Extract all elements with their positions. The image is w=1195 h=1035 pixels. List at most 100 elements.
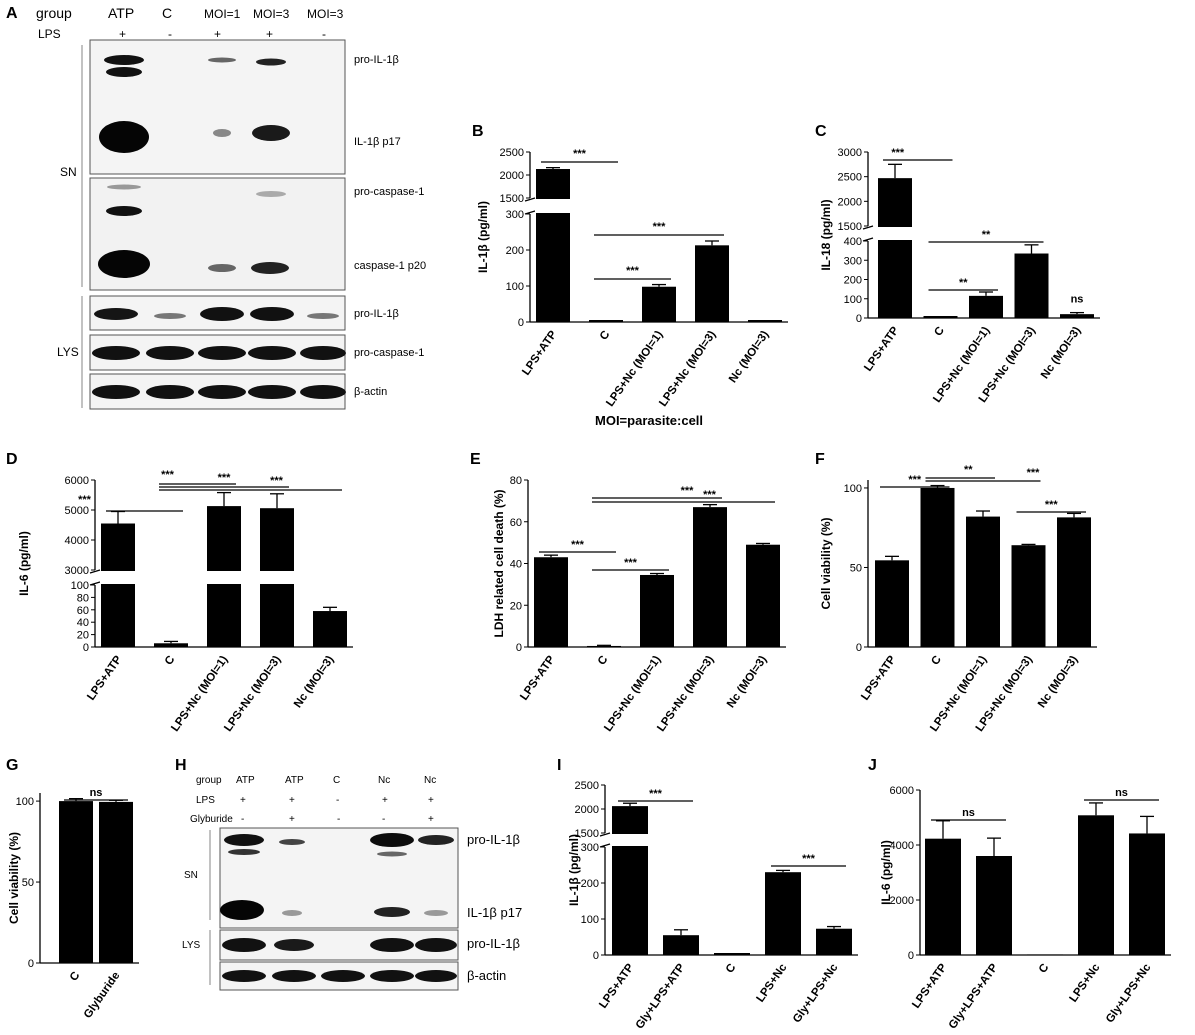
- panel-letter-e: E: [470, 451, 481, 468]
- x-tick-label: Nc (MOI=3): [727, 329, 772, 385]
- bar: [695, 245, 729, 322]
- y-tick-label: 80: [77, 592, 89, 604]
- blot-a-group-label: group: [36, 5, 72, 21]
- blot-a-band-label: pro-IL-1β: [354, 308, 399, 320]
- bar: [612, 806, 648, 955]
- axis-break-mark: [524, 197, 536, 202]
- y-tick-label: 2000: [890, 895, 914, 907]
- y-tick-label: 2500: [575, 780, 599, 792]
- y-tick-label: 100: [844, 483, 862, 495]
- y-tick-label: 100: [581, 914, 599, 926]
- bar: [1078, 815, 1114, 955]
- y-tick-label: 6000: [890, 785, 914, 797]
- panel-letter-f: F: [815, 451, 825, 468]
- significance-label: ns: [90, 787, 103, 799]
- bar: [746, 544, 780, 647]
- blot-h-lps-cell: +: [428, 795, 434, 806]
- y-tick-label: 2500: [500, 147, 524, 159]
- bar-break-gap: [259, 571, 295, 584]
- bar-break-gap: [535, 199, 571, 213]
- blot-h-lps-cell: +: [240, 795, 246, 806]
- significance-label: ***: [270, 475, 284, 487]
- bar: [642, 286, 676, 322]
- bar: [1057, 517, 1091, 647]
- y-axis-label: IL-18 (pg/ml): [819, 199, 833, 270]
- blot-a-lps-cell: +: [214, 27, 221, 41]
- bar: [920, 487, 955, 647]
- significance-label: **: [982, 229, 991, 241]
- bar: [693, 507, 727, 647]
- significance-label: ns: [962, 807, 975, 819]
- blot-h-lps-label: LPS: [196, 795, 215, 806]
- blot-h-lys-label: LYS: [182, 940, 200, 951]
- bar: [534, 557, 568, 647]
- x-tick-label: C: [724, 962, 739, 976]
- bar: [1027, 954, 1063, 955]
- western-blot-h: group ATP ATP C Nc Nc LPS + + - + + Glyb…: [182, 775, 522, 991]
- significance-label: ***: [161, 469, 175, 481]
- y-axis-label: IL-1β (pg/ml): [476, 201, 490, 273]
- bar-break-gap: [877, 227, 913, 240]
- significance-label: ***: [78, 494, 92, 506]
- panel-letter-g: G: [6, 757, 18, 774]
- blot-a-lps-cell: -: [322, 27, 326, 41]
- y-axis-label: IL-6 (pg/ml): [879, 840, 893, 905]
- y-tick-label: 60: [77, 605, 89, 617]
- y-tick-label: 4000: [65, 535, 89, 547]
- y-tick-label: 100: [71, 580, 89, 592]
- moi-footnote: MOI=parasite:cell: [595, 413, 703, 428]
- bar: [59, 801, 93, 963]
- blot-a-group-cell: MOI=3: [307, 7, 344, 21]
- blot-h-glyburide-cell: +: [428, 814, 434, 825]
- y-tick-label: 0: [516, 642, 522, 654]
- y-tick-label: 50: [850, 562, 862, 574]
- blot-a-lps-label: LPS: [38, 27, 61, 41]
- bar: [765, 872, 801, 955]
- blot-h-band-label: β-actin: [467, 968, 506, 983]
- x-tick-label: LPS+ATP: [85, 654, 124, 703]
- y-tick-label: 300: [844, 255, 862, 267]
- x-tick-label: LPS+ATP: [859, 654, 898, 703]
- bar: [1014, 253, 1049, 318]
- x-tick-label: Nc (MOI=3): [1036, 654, 1081, 710]
- axis-break-mark: [862, 225, 874, 230]
- blot-h-lps-cell: -: [336, 795, 339, 806]
- x-tick-label: C: [932, 325, 947, 339]
- blot-a-band-label: pro-caspase-1: [354, 186, 424, 198]
- significance-label: ***: [626, 265, 640, 277]
- panel-letter-c: C: [815, 123, 827, 140]
- x-tick-label: LPS+ATP: [910, 962, 949, 1011]
- y-axis-label: IL-1β (pg/ml): [567, 834, 581, 906]
- y-axis-label: IL-6 (pg/ml): [17, 531, 31, 596]
- blot-h-glyburide-cell: -: [241, 814, 244, 825]
- y-tick-label: 5000: [65, 505, 89, 517]
- blot-a-band-label: pro-IL-1β: [354, 54, 399, 66]
- y-tick-label: 400: [844, 236, 862, 248]
- bar: [536, 169, 570, 322]
- y-tick-label: 20: [510, 600, 522, 612]
- y-tick-label: 40: [77, 617, 89, 629]
- bar: [313, 611, 347, 647]
- y-tick-label: 3000: [65, 565, 89, 577]
- blot-a-group-cell: MOI=3: [253, 7, 290, 21]
- y-tick-label: 100: [16, 796, 34, 808]
- significance-label: ns: [1115, 787, 1128, 799]
- significance-label: ***: [802, 853, 816, 865]
- y-tick-label: 2000: [500, 170, 524, 182]
- blot-a-band-label: pro-caspase-1: [354, 347, 424, 359]
- significance-label: ***: [908, 474, 922, 486]
- blot-h-glyburide-cell: -: [382, 814, 385, 825]
- x-tick-label: Nc (MOI=3): [292, 654, 337, 710]
- bar: [663, 935, 699, 955]
- blot-a-lps-cell: +: [119, 27, 126, 41]
- blot-h-group-cell: Nc: [424, 775, 436, 786]
- y-axis-label: Cell viability (%): [819, 517, 833, 609]
- x-tick-label: LPS+Nc: [1068, 961, 1103, 1004]
- x-tick-label: LPS+Nc: [755, 961, 790, 1004]
- bar: [640, 574, 674, 647]
- y-axis-label: Cell viability (%): [7, 832, 21, 924]
- y-tick-label: 4000: [890, 840, 914, 852]
- western-blot-a: group ATP C MOI=1 MOI=3 MOI=3 LPS + - + …: [36, 5, 426, 410]
- blot-a-band-label: β-actin: [354, 386, 387, 398]
- significance-label: ***: [1045, 499, 1059, 511]
